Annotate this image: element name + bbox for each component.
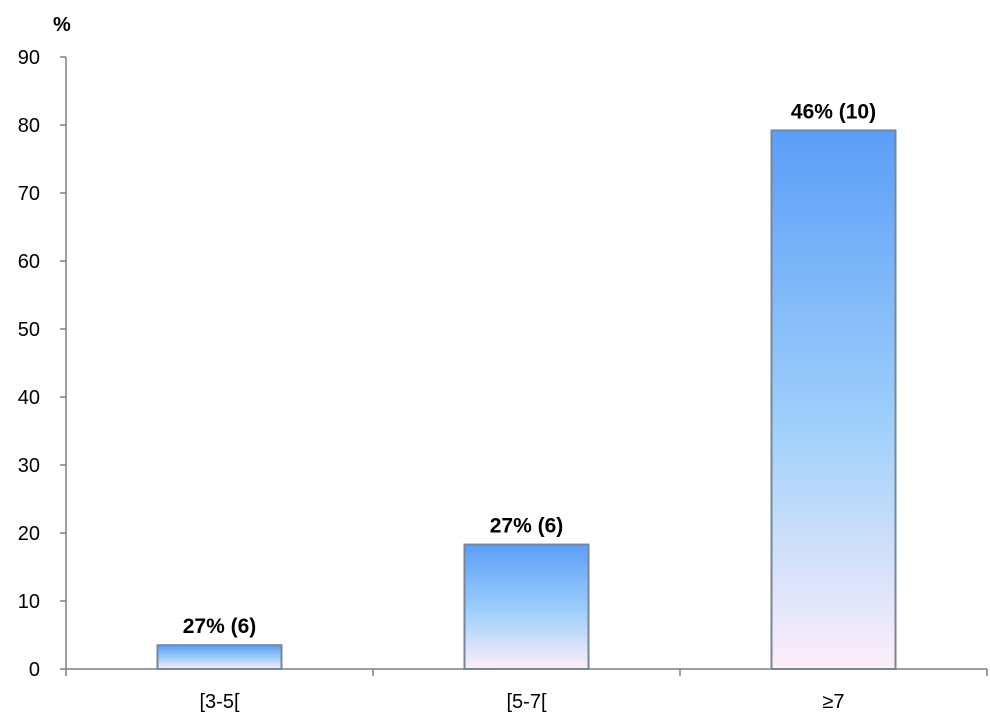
y-unit-label: % [53, 14, 71, 36]
y-tick-label: 0 [29, 659, 40, 681]
bar-data-label: 27% (6) [183, 615, 257, 638]
y-tick-label: 30 [18, 455, 40, 477]
bar [770, 129, 897, 670]
y-tick-label: 10 [18, 591, 40, 613]
y-tick-label: 20 [18, 523, 40, 545]
bar-data-label: 27% (6) [490, 515, 564, 538]
bar-data-label: 46% (10) [791, 100, 876, 123]
x-category-label: ≥7 [822, 691, 844, 713]
y-tick-label: 70 [18, 183, 40, 205]
bar [156, 644, 283, 671]
y-tick-label: 50 [18, 319, 40, 341]
bar [463, 543, 590, 670]
y-tick-label: 90 [18, 47, 40, 69]
x-category-label: [3-5[ [199, 691, 239, 713]
y-tick-label: 80 [18, 115, 40, 137]
y-tick-label: 40 [18, 387, 40, 409]
x-category-label: [5-7[ [506, 691, 546, 713]
y-tick-label: 60 [18, 251, 40, 273]
